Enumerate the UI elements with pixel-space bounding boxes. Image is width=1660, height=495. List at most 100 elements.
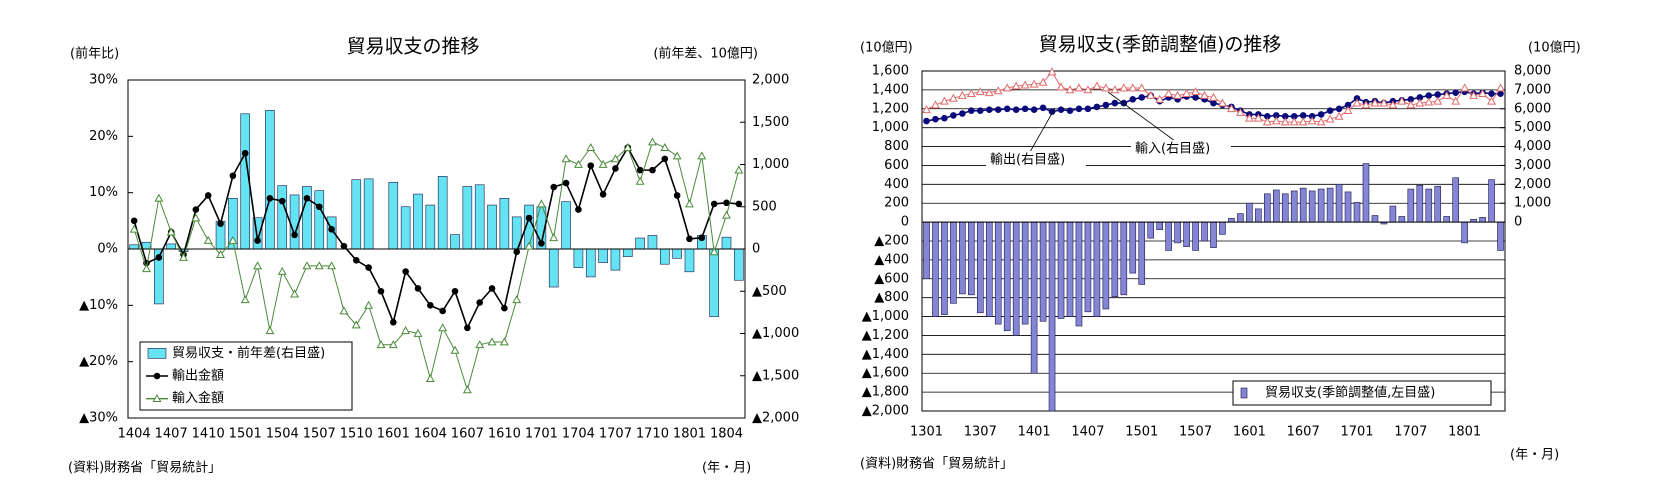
point (1128, 83, 1138, 92)
y-tick-label: ▲200 (874, 234, 909, 249)
y2-tick-label: 2,000 (752, 73, 789, 88)
point (401, 326, 411, 335)
point (291, 231, 298, 239)
point (1335, 105, 1343, 113)
point (1325, 114, 1335, 123)
y-tick-label: ▲30% (79, 411, 118, 426)
bar (1237, 213, 1244, 223)
bar (1416, 184, 1424, 223)
point (1264, 113, 1271, 120)
bar (1264, 193, 1271, 223)
point (277, 266, 287, 275)
bar (721, 236, 732, 250)
point (1038, 77, 1048, 86)
point (1433, 96, 1443, 105)
bar (1290, 190, 1298, 223)
y-tick-label: 800 (884, 139, 909, 154)
y2-tick-label: 0 (752, 242, 760, 257)
point (1075, 105, 1083, 113)
y-tick-label: ▲1,200 (862, 328, 909, 343)
point (1011, 81, 1021, 90)
point (993, 86, 1003, 95)
legend-label: 輸入金額 (172, 390, 224, 406)
point (1146, 90, 1156, 99)
bar (1317, 188, 1325, 223)
point (314, 261, 324, 270)
point (966, 89, 976, 98)
leader-line (1107, 91, 1176, 142)
point (376, 340, 386, 349)
x-tick-label: 1710 (636, 427, 669, 442)
y2-axis-label: (10億円) (1528, 40, 1581, 56)
point (1299, 112, 1307, 119)
point (525, 214, 533, 222)
point (191, 213, 201, 222)
bar (450, 234, 460, 250)
bar (1066, 221, 1074, 317)
bar (1443, 216, 1450, 223)
point (1155, 94, 1165, 103)
bar (1183, 221, 1190, 247)
point (1218, 98, 1227, 107)
point (524, 241, 534, 250)
point (425, 373, 435, 382)
point (636, 166, 644, 174)
bar (923, 221, 930, 280)
y2-tick-label: 1,000 (752, 157, 789, 172)
x-tick-label: 1804 (710, 427, 743, 442)
annotation-bg (986, 151, 1086, 169)
point (1083, 85, 1093, 94)
legend (1232, 380, 1492, 406)
bar (1111, 221, 1119, 298)
bar (1398, 216, 1406, 223)
point (451, 287, 459, 295)
bar (413, 193, 423, 250)
point (1029, 79, 1039, 88)
y-tick-label: 200 (884, 196, 909, 211)
bar (1326, 187, 1334, 223)
legend-swatch (1240, 387, 1248, 399)
point (351, 320, 361, 329)
point (723, 199, 730, 207)
point (1434, 91, 1442, 98)
point (635, 176, 645, 185)
point (1012, 106, 1020, 114)
point (575, 206, 582, 213)
line (133, 141, 740, 392)
x-tick-label: 1501 (1125, 425, 1158, 440)
y2-tick-label: ▲500 (752, 284, 787, 299)
bar (1228, 218, 1235, 223)
y-tick-label: 0 (901, 215, 909, 230)
bar (240, 113, 251, 250)
point (1460, 83, 1470, 92)
x-tick-label: 1707 (1394, 425, 1427, 440)
bar (1138, 221, 1146, 285)
bar (672, 248, 682, 259)
point (1451, 96, 1461, 105)
point (1093, 103, 1101, 111)
point (1129, 96, 1137, 103)
bar (950, 221, 957, 304)
point (1397, 96, 1407, 105)
bar (1192, 221, 1199, 251)
point (1047, 67, 1057, 76)
bar (647, 235, 658, 250)
point (1057, 106, 1065, 114)
bar (1362, 163, 1370, 223)
legend-label: 貿易収支(季節調整値,左目盛) (1265, 385, 1435, 401)
point (1406, 100, 1416, 109)
point (1352, 98, 1362, 107)
bar (1353, 201, 1361, 223)
bar (1129, 221, 1137, 274)
point (697, 151, 707, 160)
bar (1075, 221, 1083, 327)
point (599, 191, 607, 198)
point (623, 142, 633, 151)
point (550, 183, 558, 191)
y2-axis-label: (前年差、10億円) (653, 46, 758, 62)
point (1361, 100, 1371, 109)
bar (1003, 221, 1011, 332)
bar (1102, 221, 1110, 310)
bar (622, 248, 633, 257)
x-tick-label: 1407 (155, 427, 188, 442)
